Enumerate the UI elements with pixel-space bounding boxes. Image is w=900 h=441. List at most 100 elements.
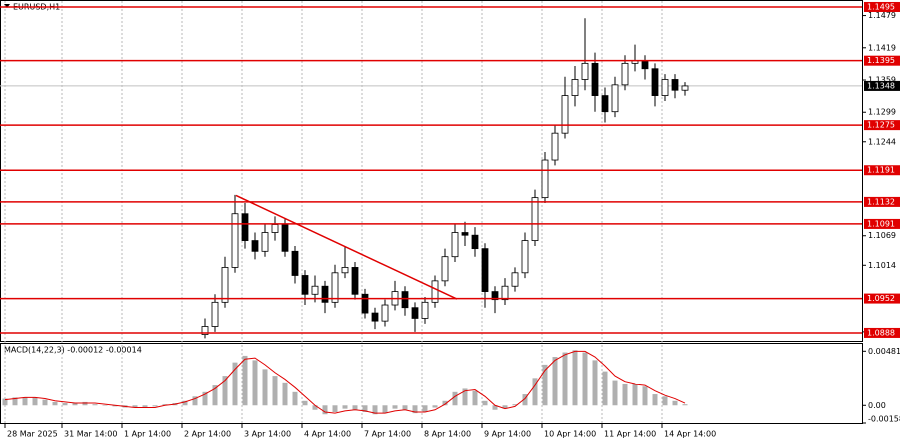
macd-bar <box>262 369 268 406</box>
y-tick-label: 1.1014 <box>868 261 896 270</box>
macd-bar <box>362 405 368 413</box>
macd-bar <box>452 391 458 406</box>
macd-bar <box>382 405 388 414</box>
macd-title: MACD(14,22,3) -0.00012 -0.00014 <box>4 346 142 355</box>
candle-body <box>681 85 689 91</box>
macd-bar <box>372 405 378 415</box>
macd-bar <box>642 386 648 406</box>
candle-body <box>371 312 379 322</box>
candle-body <box>621 62 629 86</box>
candle-body <box>241 213 249 241</box>
y-tick-label: 1.1069 <box>868 231 896 240</box>
current-price-bg <box>864 80 900 91</box>
macd-bar <box>662 396 668 406</box>
level-label-bg <box>864 120 900 131</box>
level-label: 1.1395 <box>867 56 895 65</box>
candle-body <box>341 267 349 274</box>
signal-line <box>4 350 686 414</box>
macd-bar <box>132 405 138 408</box>
macd-bar <box>222 376 228 406</box>
macd-bar <box>292 391 298 406</box>
x-tick-label: 14 Apr 14:00 <box>664 430 716 439</box>
macd-bar <box>192 396 198 406</box>
macd-bar <box>462 388 468 406</box>
level-label: 1.1495 <box>867 2 895 11</box>
macd-bar <box>672 400 678 406</box>
candle-body <box>661 79 669 96</box>
macd-bar <box>392 405 398 409</box>
macd-bar <box>272 376 278 406</box>
y-tick-label: 1.1359 <box>868 76 896 85</box>
candle-body <box>601 95 609 113</box>
macd-bar <box>232 362 238 406</box>
macd-bar <box>562 352 568 406</box>
macd-bar <box>482 400 488 406</box>
candle-body <box>401 291 409 309</box>
candle-body <box>591 62 599 96</box>
candle-body <box>381 304 389 322</box>
candle-body <box>441 256 449 282</box>
macd-bar <box>412 405 418 414</box>
x-tick-label: 9 Apr 14:00 <box>484 430 531 439</box>
x-tick-label: 7 Apr 14:00 <box>364 430 411 439</box>
level-label-bg <box>864 196 900 207</box>
macd-bar <box>2 398 8 406</box>
x-tick-label: 4 Apr 14:00 <box>304 430 351 439</box>
candle-body <box>481 248 489 292</box>
candle-body <box>651 68 659 96</box>
level-label-bg <box>864 293 900 304</box>
y-tick-label: 1.1299 <box>868 108 896 117</box>
macd-bar <box>442 400 448 406</box>
macd-bar <box>332 405 338 413</box>
macd-bar <box>212 385 218 406</box>
macd-bar <box>602 371 608 406</box>
level-label-bg <box>864 55 900 66</box>
candle-body <box>251 240 259 252</box>
macd-bar <box>542 364 548 406</box>
candle-body <box>451 232 459 258</box>
macd-bar <box>352 405 358 410</box>
macd-bar <box>62 403 68 406</box>
candle-body <box>231 213 239 268</box>
macd-bar <box>652 394 658 406</box>
macd-bar <box>142 405 148 408</box>
candle-body <box>531 197 539 241</box>
level-label-bg <box>864 165 900 176</box>
candle-body <box>411 307 419 319</box>
candle-body <box>351 267 359 295</box>
macd-bar <box>572 350 578 406</box>
candle-body <box>571 79 579 96</box>
candle-body <box>271 224 279 233</box>
candle-body <box>261 232 269 252</box>
macd-bar <box>152 405 158 407</box>
macd-panel <box>0 343 863 424</box>
candle-body <box>561 95 569 134</box>
macd-bar <box>512 404 518 406</box>
candle-body <box>641 60 649 70</box>
level-label: 1.1132 <box>867 197 895 206</box>
current-price-label: 1.1348 <box>867 81 895 90</box>
candle-body <box>671 79 679 91</box>
candle-body <box>211 301 219 327</box>
x-tick-label: 2 Apr 14:00 <box>184 430 231 439</box>
candle-body <box>221 267 229 303</box>
x-tick-label: 8 Apr 14:00 <box>424 430 471 439</box>
candle-body <box>431 280 439 303</box>
candle-body <box>581 62 589 80</box>
level-label-bg <box>864 1 900 12</box>
macd-bar <box>492 405 498 410</box>
macd-bar <box>12 397 18 406</box>
y-tick-label: -0.00158 <box>868 415 900 424</box>
y-tick-label: 1.1479 <box>868 11 896 20</box>
macd-bar <box>592 360 598 406</box>
candle-body <box>361 293 369 314</box>
macd-bar <box>242 355 248 406</box>
macd-bar <box>342 405 348 409</box>
candle-body <box>461 232 469 236</box>
candle-body <box>321 285 329 303</box>
macd-bar <box>472 390 478 406</box>
candle-body <box>331 272 339 303</box>
macd-bar <box>22 397 28 406</box>
level-label: 1.0952 <box>867 294 895 303</box>
